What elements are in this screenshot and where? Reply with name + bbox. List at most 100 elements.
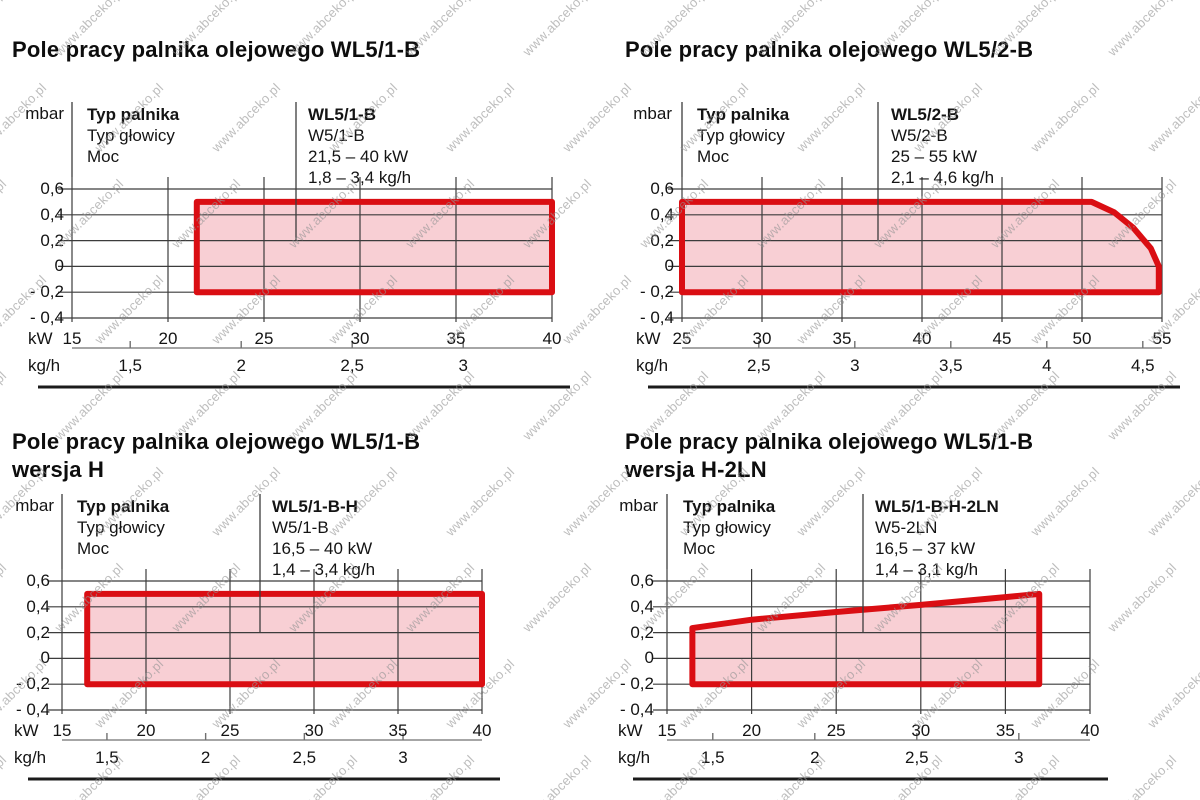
x-tick-label: 45 [975,329,1029,349]
legend-head-type-value: W5/1-B [308,125,411,146]
y-tick-label: 0 [602,648,654,668]
x-tick-label: 25 [237,329,291,349]
y-tick-label: 0,2 [0,623,50,643]
x2-tick-label: 2 [179,748,233,768]
x-tick-label: 15 [640,721,694,741]
legend-values: WL5/2-B W5/2-B 25 – 55 kW 2,1 – 4,6 kg/h [891,104,994,188]
y-tick-label: - 0,2 [622,282,674,302]
y-unit-label: mbar [4,104,64,124]
x-tick-label: 30 [287,721,341,741]
legend-labels: Typ palnika Typ głowicy Moc [683,496,775,559]
chart-title-line2: wersja H-2LN [625,456,1033,484]
y-tick-label: 0,2 [12,231,64,251]
x-tick-label: 25 [655,329,709,349]
chart-wl5-1-b-h-2ln: Pole pracy palnika olejowego WL5/1-B wer… [600,392,1200,792]
y-tick-label: 0,4 [0,597,50,617]
chart-title-line1: Pole pracy palnika olejowego WL5/1-B [12,428,420,456]
y-tick-label: 0,6 [12,179,64,199]
x-tick-label: 30 [894,721,948,741]
x-tick-label: 35 [429,329,483,349]
x-tick-label: 30 [333,329,387,349]
x2-tick-label: 3 [376,748,430,768]
x-tick-label: 40 [525,329,579,349]
y-tick-label: 0,6 [0,571,50,591]
legend-values: WL5/1-B-H-2LN W5-2LN 16,5 – 37 kW 1,4 – … [875,496,999,580]
chart-title-line1: Pole pracy palnika olejowego WL5/1-B [12,36,420,64]
burner-diagrams-page: Pole pracy palnika olejowego WL5/1-B mba… [0,0,1200,800]
legend-burner-type-value: WL5/1-B-H [272,496,375,517]
legend-power-label: Moc [697,146,789,167]
y-tick-label: - 0,4 [602,700,654,720]
legend-power-kw-value: 21,5 – 40 kW [308,146,411,167]
chart-wl5-1-b: Pole pracy palnika olejowego WL5/1-B mba… [0,0,600,400]
legend-power-kgh-value: 1,4 – 3,4 kg/h [272,559,375,580]
legend-labels: Typ palnika Typ głowicy Moc [77,496,169,559]
chart-title: Pole pracy palnika olejowego WL5/1-B [12,36,420,64]
chart-title-line1: Pole pracy palnika olejowego WL5/2-B [625,36,1033,64]
legend-head-type-label: Typ głowicy [683,517,775,538]
legend-labels: Typ palnika Typ głowicy Moc [87,104,179,167]
y-tick-label: - 0,4 [0,700,50,720]
x2-tick-label: 3 [992,748,1046,768]
chart-title: Pole pracy palnika olejowego WL5/1-B wer… [625,428,1033,484]
x-tick-label: 50 [1055,329,1109,349]
x2-tick-label: 1,5 [686,748,740,768]
y-tick-label: - 0,2 [12,282,64,302]
x-tick-label: 35 [978,721,1032,741]
y-tick-label: - 0,4 [12,308,64,328]
chart-title: Pole pracy palnika olejowego WL5/1-B wer… [12,428,420,484]
chart-wl5-2-b: Pole pracy palnika olejowego WL5/2-B mba… [600,0,1200,400]
chart-wl5-1-b-h: Pole pracy palnika olejowego WL5/1-B wer… [0,392,600,792]
x2-tick-label: 3,5 [924,356,978,376]
x2-tick-label: 4 [1020,356,1074,376]
x2-unit-label: kg/h [636,356,668,376]
legend-labels: Typ palnika Typ głowicy Moc [697,104,789,167]
legend-power-kw-value: 16,5 – 37 kW [875,538,999,559]
x-tick-label: 20 [141,329,195,349]
legend-power-label: Moc [77,538,169,559]
x-tick-label: 55 [1135,329,1189,349]
legend-burner-type-value: WL5/1-B-H-2LN [875,496,999,517]
x2-tick-label: 2,5 [277,748,331,768]
y-unit-label: mbar [612,104,672,124]
chart-title-line2: wersja H [12,456,420,484]
x-tick-label: 20 [119,721,173,741]
legend-burner-type-label: Typ palnika [697,104,789,125]
x-tick-label: 35 [815,329,869,349]
x-tick-label: 20 [725,721,779,741]
legend-head-type-value: W5/1-B [272,517,375,538]
legend-values: WL5/1-B-H W5/1-B 16,5 – 40 kW 1,4 – 3,4 … [272,496,375,580]
y-tick-label: 0 [622,256,674,276]
y-tick-label: - 0,2 [0,674,50,694]
x2-tick-label: 3 [828,356,882,376]
legend-head-type-value: W5/2-B [891,125,994,146]
legend-power-label: Moc [87,146,179,167]
x2-unit-label: kg/h [28,356,60,376]
x2-tick-label: 2,5 [732,356,786,376]
x2-unit-label: kg/h [618,748,650,768]
x-tick-label: 40 [895,329,949,349]
legend-burner-type-label: Typ palnika [87,104,179,125]
x-unit-label: kW [618,721,643,741]
x-tick-label: 15 [45,329,99,349]
y-tick-label: 0,4 [622,205,674,225]
chart-title-line1: Pole pracy palnika olejowego WL5/1-B [625,428,1033,456]
x-tick-label: 25 [203,721,257,741]
x2-tick-label: 2 [214,356,268,376]
y-tick-label: 0,2 [602,623,654,643]
legend-burner-type-label: Typ palnika [77,496,169,517]
x2-tick-label: 4,5 [1116,356,1170,376]
legend-burner-type-value: WL5/2-B [891,104,994,125]
y-unit-label: mbar [598,496,658,516]
y-tick-label: - 0,4 [622,308,674,328]
legend-head-type-label: Typ głowicy [87,125,179,146]
y-tick-label: 0,4 [602,597,654,617]
x-tick-label: 15 [35,721,89,741]
legend-head-type-label: Typ głowicy [77,517,169,538]
legend-power-kgh-value: 2,1 – 4,6 kg/h [891,167,994,188]
x2-tick-label: 2 [788,748,842,768]
legend-burner-type-label: Typ palnika [683,496,775,517]
x2-tick-label: 2,5 [325,356,379,376]
legend-head-type-value: W5-2LN [875,517,999,538]
legend-power-label: Moc [683,538,775,559]
